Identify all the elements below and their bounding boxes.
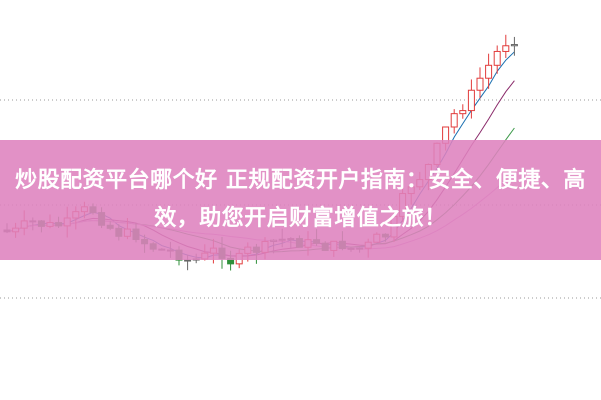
candle-body xyxy=(485,64,493,79)
candle-body xyxy=(502,45,510,52)
candle-body xyxy=(510,44,518,47)
candle-body xyxy=(459,110,467,115)
title-banner: 炒股配资平台哪个好 正规配资开户指南：安全、便捷、高效，助您开启财富增值之旅！ xyxy=(0,140,601,260)
candle-body xyxy=(493,50,501,66)
candle-body xyxy=(184,259,192,262)
candle-body xyxy=(467,89,475,112)
candle-body xyxy=(476,77,484,91)
article-title: 炒股配资平台哪个好 正规配资开户指南：安全、便捷、高效，助您开启财富增值之旅！ xyxy=(15,168,586,231)
candle-body xyxy=(450,113,458,128)
